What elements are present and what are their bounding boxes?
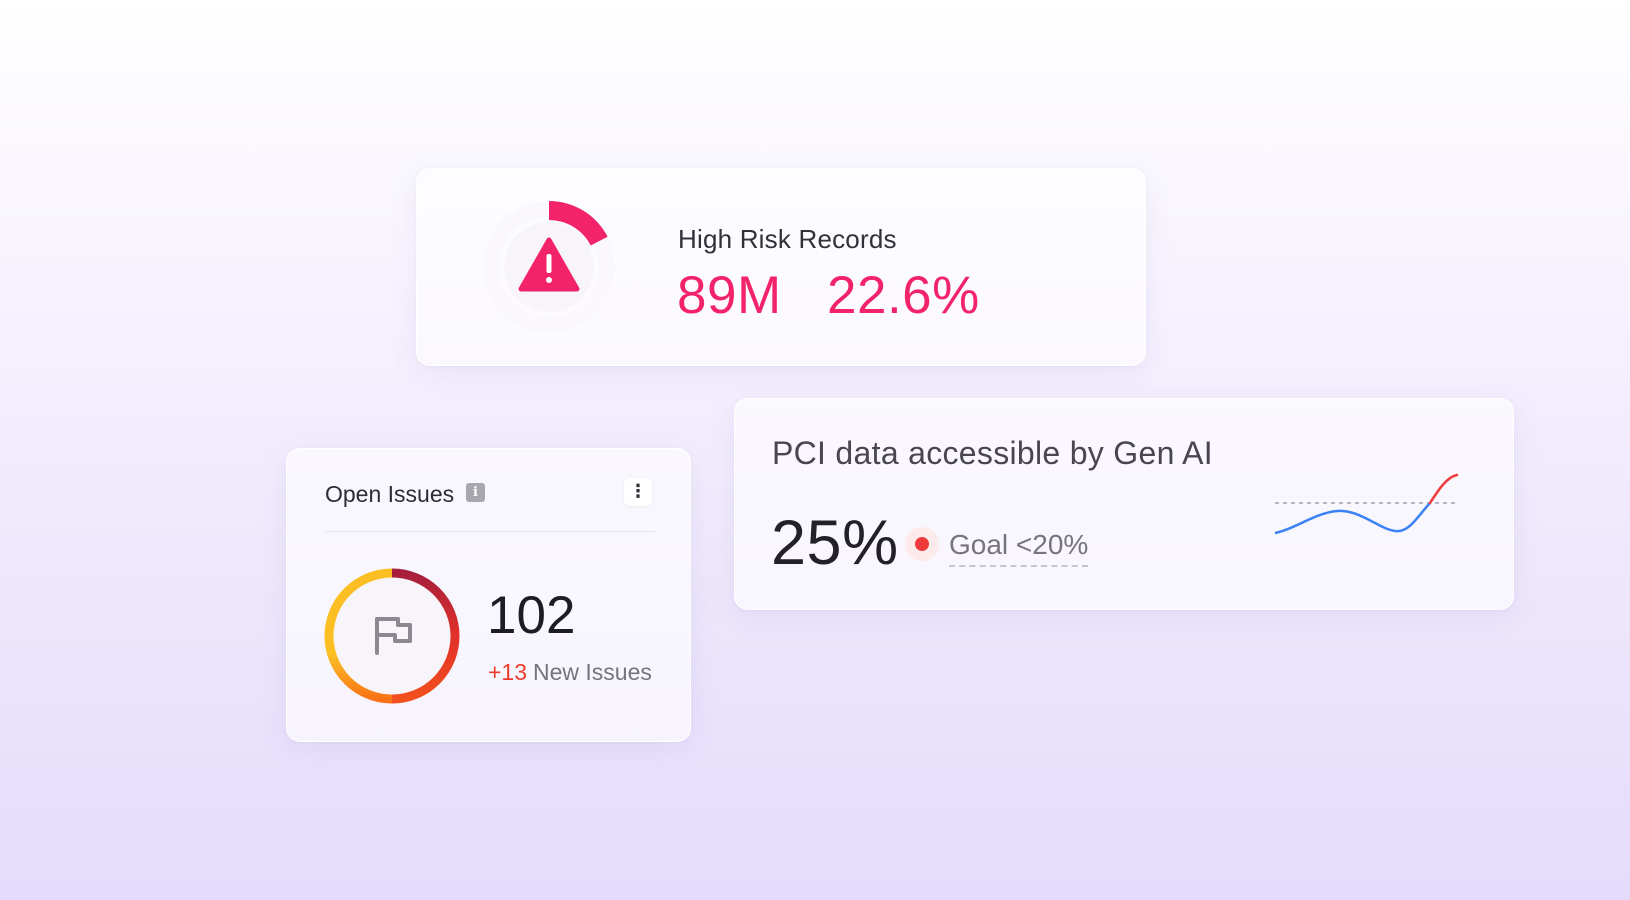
more-vertical-icon: ⋮ [629,481,647,501]
open-issues-title: Open Issues [325,481,455,507]
pci-percent-value: 25% [771,508,899,578]
donut-segment-red [391,568,460,704]
pci-genai-card[interactable]: PCI data accessible by Gen AI 25% Goal <… [734,398,1514,610]
sparkline-blue-segment [1275,501,1432,535]
trend-sparkline [1275,473,1459,535]
flag-icon [375,617,412,655]
new-issues-count: +13 [488,659,528,685]
status-dot-icon [905,527,939,561]
header-divider [325,531,655,532]
donut-segment-yellow [324,568,393,704]
risk-gauge [483,201,615,333]
open-issues-count: 102 [487,586,576,645]
sparkline-red-segment [1428,473,1459,505]
risk-records-count: 89M [677,266,782,325]
pci-goal-label[interactable]: Goal <20% [949,529,1089,567]
high-risk-records-card[interactable]: High Risk Records 89M 22.6% [416,168,1146,366]
risk-records-percent: 22.6% [827,266,980,325]
warning-icon [518,237,580,292]
risk-gauge-arc [549,201,608,246]
more-options-button[interactable]: ⋮ [624,478,652,506]
pci-card-title: PCI data accessible by Gen AI [772,435,1213,471]
risk-card-title: High Risk Records [678,224,897,254]
issues-donut [324,568,460,704]
new-issues-label: New Issues [533,659,652,685]
info-icon[interactable]: i [466,483,485,502]
new-issues: +13 New Issues [488,659,652,686]
open-issues-card[interactable]: Open Issues i ⋮ 102 +13 New Issues [286,448,691,742]
